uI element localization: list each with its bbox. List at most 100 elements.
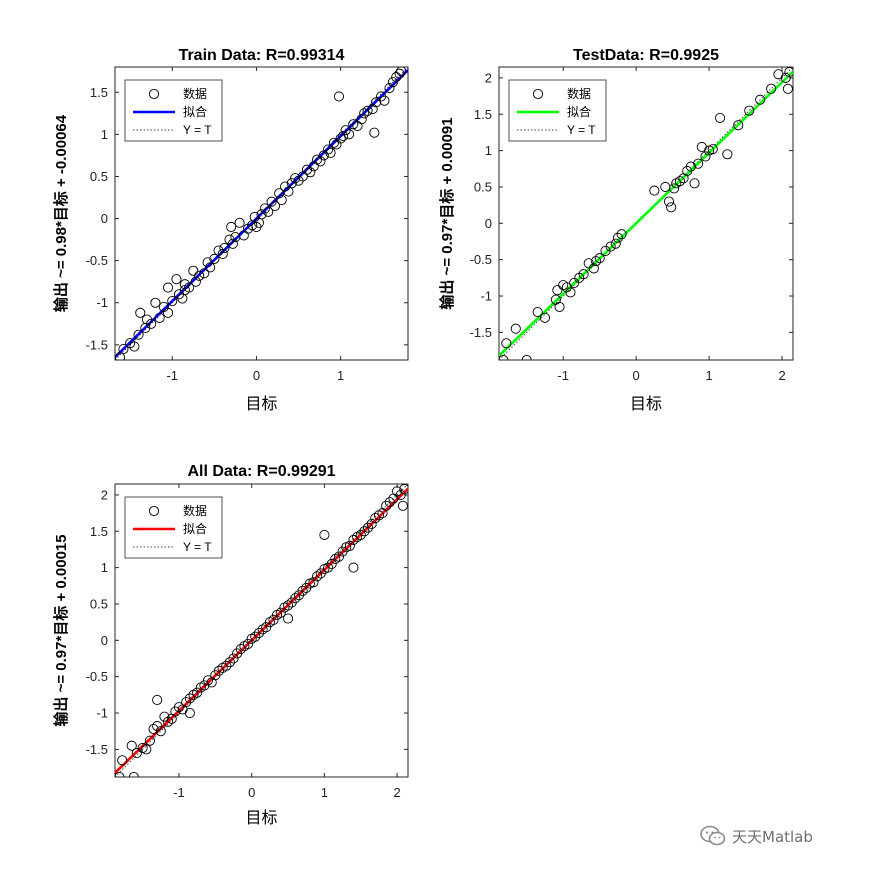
- y-tick-label: -1.5: [86, 742, 108, 757]
- data-point: [181, 697, 192, 708]
- data-point: [396, 67, 407, 77]
- data-point: [129, 341, 140, 352]
- data-point: [282, 613, 294, 624]
- x-tick-label: 1: [321, 785, 328, 800]
- y-tick-label: 0: [101, 211, 108, 226]
- x-tick-label: 1: [337, 368, 344, 383]
- data-point: [259, 203, 270, 214]
- data-point: [162, 282, 174, 293]
- data-point: [227, 238, 238, 249]
- data-point: [131, 747, 142, 759]
- data-point: [179, 285, 190, 296]
- data-point: [394, 68, 405, 79]
- data-point: [308, 577, 319, 588]
- data-point: [141, 744, 152, 755]
- x-axis-label: 目标: [245, 809, 277, 827]
- data-point: [290, 593, 301, 604]
- data-point: [359, 108, 370, 119]
- x-tick-label: 0: [248, 785, 255, 800]
- watermark-text: 天天Matlab: [732, 827, 813, 846]
- plot-area: [115, 484, 408, 777]
- data-point: [384, 82, 395, 94]
- y-tick-label: 1.5: [474, 107, 492, 122]
- data-point: [649, 185, 660, 196]
- fit-line: [499, 70, 793, 357]
- x-tick-label: 0: [633, 368, 640, 383]
- x-tick-label: 2: [778, 368, 785, 383]
- y-tick-label: -1.5: [470, 325, 492, 340]
- y-tick-label: 1.5: [90, 85, 108, 100]
- x-tick-label: -1: [166, 368, 178, 383]
- data-point: [171, 274, 182, 285]
- data-point: [188, 265, 199, 276]
- data-point: [325, 147, 336, 158]
- data-point: [224, 657, 235, 668]
- y-tick-label: -0.5: [86, 669, 108, 684]
- data-point: [242, 638, 254, 650]
- data-point: [669, 183, 680, 194]
- data-point: [192, 687, 203, 698]
- data-point: [261, 622, 272, 633]
- data-point: [209, 253, 220, 265]
- y-tick-label: -0.5: [470, 252, 492, 267]
- legend-box: [124, 79, 223, 142]
- wechat-icon: [700, 825, 726, 846]
- data-point: [282, 600, 294, 611]
- data-point: [162, 307, 174, 318]
- data-point: [782, 83, 793, 94]
- data-point: [256, 209, 267, 220]
- legend-label: 数据: [567, 86, 591, 101]
- data-point: [235, 643, 246, 655]
- data-point: [539, 312, 551, 323]
- data-point: [213, 665, 225, 676]
- data-point: [338, 130, 349, 142]
- x-tick-label: 0: [253, 368, 260, 383]
- data-point: [663, 196, 675, 207]
- data-point: [355, 529, 366, 540]
- data-point: [379, 95, 390, 106]
- y-tick-label: -1: [480, 289, 492, 304]
- plot-title: All Data: R=0.99291: [187, 463, 335, 480]
- data-point: [250, 631, 261, 642]
- data-point: [561, 282, 572, 293]
- data-point: [348, 562, 359, 573]
- data-point: [146, 318, 157, 329]
- data-point: [344, 129, 355, 140]
- data-point: [387, 77, 398, 88]
- data-point: [115, 352, 126, 360]
- data-point: [333, 551, 344, 562]
- data-point: [499, 354, 509, 360]
- y-tick-label: 1.5: [90, 524, 108, 539]
- data-point: [348, 119, 359, 130]
- data-point: [605, 241, 616, 252]
- data-point: [268, 614, 279, 626]
- data-point: [583, 258, 594, 269]
- plot-area: [115, 67, 408, 360]
- legend-label: 拟合: [183, 104, 207, 119]
- legend-box: [508, 79, 607, 142]
- data-point: [199, 268, 210, 279]
- data-point: [154, 312, 165, 323]
- x-axis-label: 目标: [245, 395, 277, 413]
- data-point: [693, 158, 704, 169]
- data-point: [384, 497, 395, 508]
- data-point: [569, 277, 580, 288]
- data-point: [228, 653, 239, 664]
- y-tick-label: 0.5: [90, 169, 108, 184]
- plot-title: Train Data: R=0.99314: [179, 47, 345, 64]
- data-point: [666, 202, 677, 213]
- data-point: [707, 144, 718, 155]
- legend-label: Y = T: [183, 540, 212, 554]
- legend-label: 拟合: [567, 104, 591, 119]
- plot-2: -1 0 1 2 -1.5 -1 -0.5 0 0.5 1 1.5 2 TestData: R=0.99…: [438, 47, 794, 413]
- data-point: [348, 534, 359, 546]
- fit-line: [115, 487, 408, 774]
- data-point: [152, 721, 163, 732]
- data-point: [283, 186, 294, 197]
- data-point: [689, 178, 700, 189]
- y-tick-label: 1: [101, 560, 108, 575]
- watermark: 天天Matlab: [700, 822, 813, 850]
- data-point: [226, 221, 237, 233]
- data-point: [588, 263, 599, 274]
